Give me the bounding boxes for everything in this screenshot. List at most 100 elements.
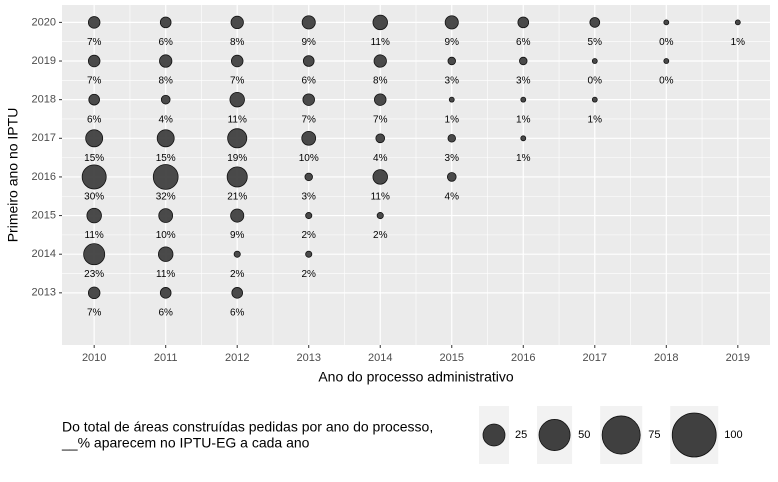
bubble xyxy=(520,135,527,142)
x-tick-label: 2015 xyxy=(440,352,464,364)
bubble xyxy=(591,96,598,103)
y-tick-label: 2017 xyxy=(32,132,56,144)
x-tick-label: 2014 xyxy=(368,352,392,364)
data-label: 3% xyxy=(445,76,460,87)
bubble xyxy=(159,16,172,29)
legend-label: 75 xyxy=(648,429,660,441)
bubble xyxy=(83,243,106,266)
data-label: 6% xyxy=(158,307,173,318)
bubble xyxy=(152,164,179,190)
legend-title: __% aparecem no IPTU-EG a cada ano xyxy=(61,435,310,451)
bubble xyxy=(159,287,172,299)
bubble xyxy=(81,164,107,190)
data-label: 3% xyxy=(445,153,460,164)
data-label: 9% xyxy=(230,230,245,241)
bubble xyxy=(734,19,741,26)
bubble xyxy=(447,134,456,143)
bubble xyxy=(302,55,315,67)
bubble xyxy=(373,54,387,68)
data-label: 1% xyxy=(516,153,531,164)
data-label: 15% xyxy=(156,153,176,164)
data-label: 11% xyxy=(156,269,175,280)
bubble xyxy=(372,169,388,185)
bubble xyxy=(447,56,456,66)
bubble xyxy=(86,207,102,224)
data-label: 6% xyxy=(87,114,102,125)
data-label: 6% xyxy=(230,307,245,318)
data-label: 11% xyxy=(228,114,247,125)
bubble xyxy=(88,93,100,106)
legend-title: Do total de áreas construídas pedidas po… xyxy=(62,419,433,435)
bubble xyxy=(87,16,101,29)
bubble xyxy=(301,15,316,30)
bubble xyxy=(158,246,174,262)
bubble xyxy=(663,58,670,64)
y-axis-title: Primeiro ano no IPTU xyxy=(5,108,21,243)
bubble xyxy=(226,166,248,188)
bubble xyxy=(663,19,670,26)
legend-bubble xyxy=(482,423,506,447)
data-label: 23% xyxy=(84,269,104,280)
data-label: 10% xyxy=(156,230,176,241)
x-tick-label: 2011 xyxy=(154,352,178,364)
bubble xyxy=(591,58,598,64)
data-label: 2% xyxy=(230,269,245,280)
data-label: 6% xyxy=(158,37,173,48)
bubble xyxy=(302,93,315,106)
data-label: 6% xyxy=(302,76,317,87)
bubble xyxy=(517,16,530,29)
data-label: 32% xyxy=(156,192,176,203)
x-tick-label: 2010 xyxy=(82,352,106,364)
data-label: 0% xyxy=(588,76,603,87)
data-label: 5% xyxy=(588,37,603,48)
data-label: 2% xyxy=(302,269,317,280)
x-tick-label: 2013 xyxy=(296,352,320,364)
bubble xyxy=(87,286,101,300)
bubble xyxy=(230,15,244,30)
bubble xyxy=(160,94,171,105)
bubble xyxy=(374,93,387,106)
data-label: 3% xyxy=(516,76,531,87)
legend-label: 25 xyxy=(515,429,527,441)
y-tick-label: 2013 xyxy=(32,287,56,299)
data-label: 4% xyxy=(158,114,173,125)
bubble xyxy=(230,208,245,223)
data-label: 1% xyxy=(731,37,746,48)
x-axis-title: Ano do processo administrativo xyxy=(318,369,514,385)
bubble xyxy=(230,54,244,68)
y-tick-label: 2018 xyxy=(32,94,56,106)
data-label: 8% xyxy=(373,76,388,87)
x-tick-label: 2017 xyxy=(583,352,607,364)
x-tick-label: 2012 xyxy=(225,352,249,364)
data-label: 4% xyxy=(445,192,460,203)
bubble xyxy=(372,14,388,31)
data-label: 7% xyxy=(373,114,388,125)
y-tick-label: 2014 xyxy=(32,248,56,260)
legend-bubble xyxy=(538,419,571,451)
data-label: 1% xyxy=(445,114,460,125)
data-label: 11% xyxy=(371,192,390,203)
data-label: 30% xyxy=(84,192,104,203)
bubble xyxy=(444,15,459,30)
bubble xyxy=(85,129,104,148)
bubble xyxy=(159,54,173,68)
legend-label: 50 xyxy=(578,429,590,441)
y-tick-label: 2019 xyxy=(32,55,56,67)
bubble xyxy=(519,56,528,66)
data-label: 6% xyxy=(516,37,531,48)
bubble xyxy=(231,287,244,299)
bubble xyxy=(301,130,317,146)
data-label: 11% xyxy=(85,230,104,241)
legend-bubble xyxy=(671,412,717,458)
bubble xyxy=(305,212,313,220)
data-label: 7% xyxy=(302,114,317,125)
data-label: 21% xyxy=(227,192,247,203)
data-label: 7% xyxy=(230,76,245,87)
bubble xyxy=(87,54,101,68)
data-label: 1% xyxy=(588,114,603,125)
data-label: 4% xyxy=(373,153,388,164)
bubble xyxy=(520,96,527,103)
bubble xyxy=(375,133,386,144)
